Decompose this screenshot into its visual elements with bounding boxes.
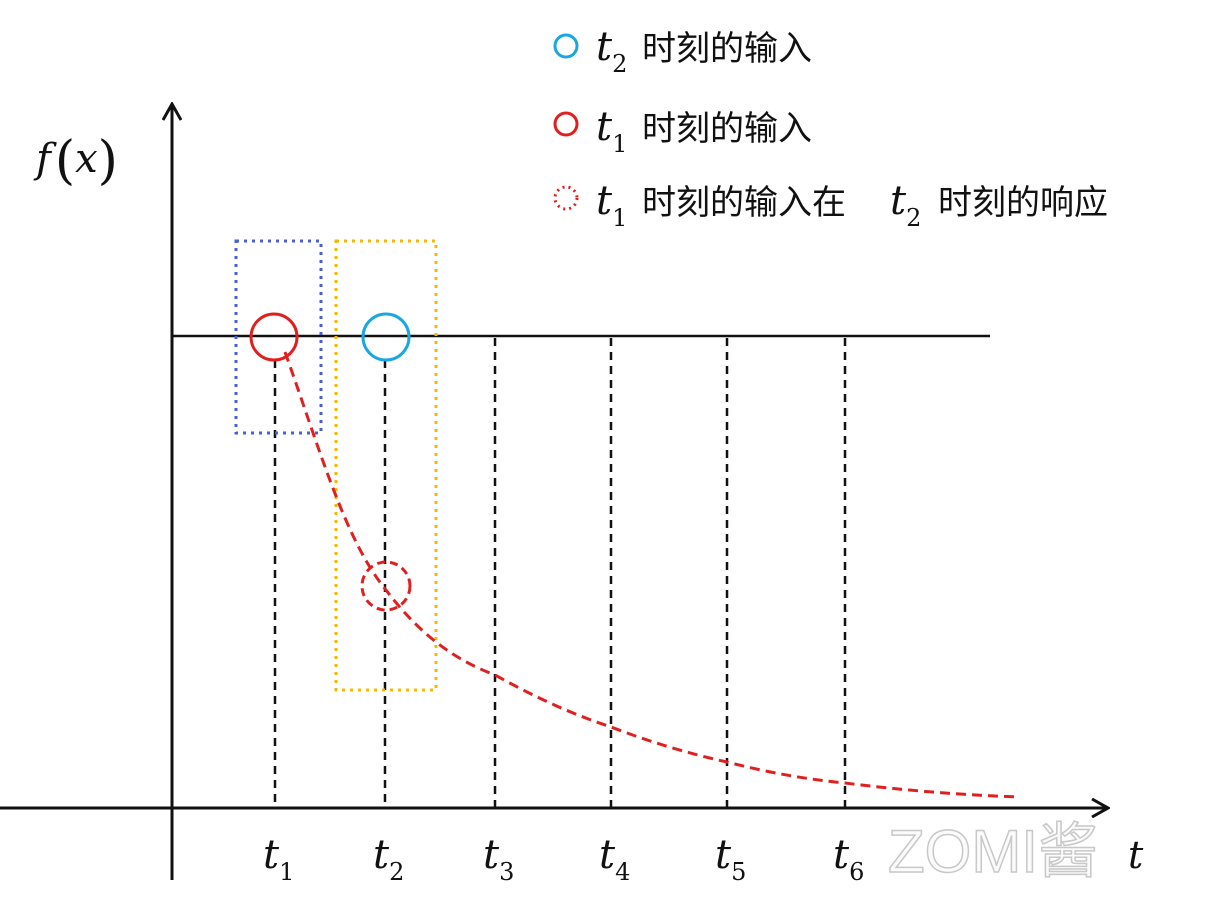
- y-axis-label: f(x): [33, 131, 118, 191]
- t1-window-box: [234, 239, 323, 435]
- t1-response-curve: [283, 351, 1021, 799]
- tick-label-t1: t1: [263, 832, 294, 886]
- t2-input-marker: [361, 312, 411, 362]
- legend-t1-response-symbol: t1: [596, 178, 627, 232]
- legend-item-t1-response: t1 时刻的输入在 t2 时刻的响应: [553, 178, 1108, 232]
- red-circle-icon: [553, 111, 579, 137]
- legend-item-t1-input: t1 时刻的输入: [553, 104, 812, 158]
- legend-t1-text: 时刻的输入: [642, 109, 812, 149]
- legend: t2 时刻的输入 t1 时刻的输入 t1 时刻的输入在 t2 时刻的响应: [553, 24, 1108, 232]
- tick-label-t4: t4: [599, 832, 630, 886]
- watermark: ZOMI酱: [888, 818, 1098, 885]
- dotted-red-circle-icon: [553, 185, 579, 211]
- legend-t2-text: 时刻的输入: [642, 29, 812, 69]
- legend-t2-response-symbol: t2: [890, 178, 921, 232]
- tick-label-t5: t5: [715, 832, 746, 886]
- time-tick-labels: t1 t2 t3 t4 t5 t6: [263, 832, 864, 886]
- legend-t1-response-text: 时刻的输入在: [642, 183, 846, 223]
- legend-t2-symbol: t2: [596, 24, 627, 78]
- t2-window-box: [334, 239, 438, 692]
- t1-response-at-t2-marker: [360, 560, 412, 612]
- legend-t1-symbol: t1: [596, 104, 627, 158]
- t1-input-marker: [249, 312, 299, 362]
- time-gridlines: [273, 338, 847, 808]
- tick-label-t3: t3: [483, 832, 514, 886]
- legend-item-t2-input: t2 时刻的输入: [553, 24, 812, 78]
- tick-label-t2: t2: [373, 832, 404, 886]
- tick-label-t6: t6: [833, 832, 864, 886]
- cyan-circle-icon: [553, 33, 579, 59]
- x-axis-label: t: [1128, 833, 1144, 877]
- legend-t2-response-text: 时刻的响应: [938, 183, 1108, 223]
